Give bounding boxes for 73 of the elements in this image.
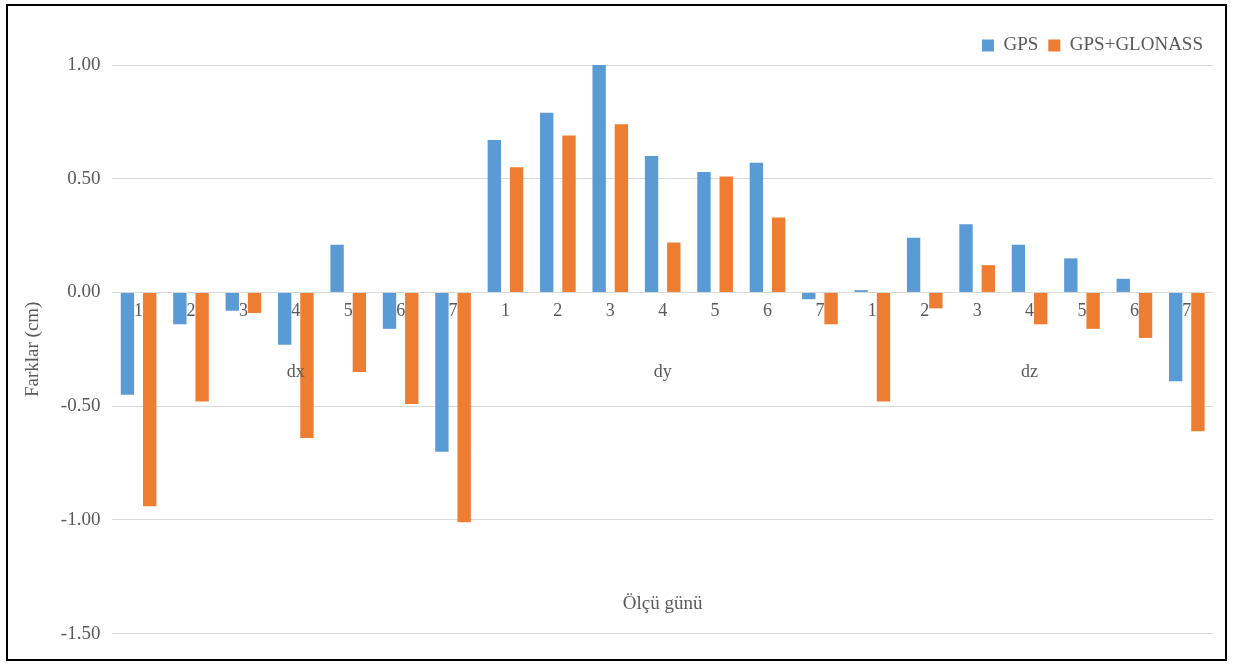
bar <box>1191 292 1205 432</box>
x-tick-label: 1 <box>867 299 877 320</box>
bar <box>278 292 292 345</box>
bar <box>330 244 344 292</box>
bar <box>749 162 764 292</box>
x-tick-label: 7 <box>448 299 458 320</box>
bar <box>667 242 681 292</box>
bar <box>143 292 157 507</box>
bar <box>824 292 838 325</box>
bar <box>906 237 921 292</box>
bar <box>959 224 973 292</box>
x-tick-label: 2 <box>553 299 563 320</box>
x-tick-label: 5 <box>710 299 720 320</box>
x-tick-label: 5 <box>343 299 353 320</box>
y-tick-label: 0.50 <box>67 166 101 188</box>
bar <box>1064 258 1078 292</box>
x-tick-label: 2 <box>186 299 196 320</box>
bar <box>592 65 606 292</box>
x-tick-label: 3 <box>238 299 248 320</box>
y-tick-label: -1.00 <box>60 507 101 529</box>
x-tick-label: 7 <box>815 299 825 320</box>
bar <box>1034 292 1048 325</box>
y-axis-title: Farklar (cm) <box>21 301 44 398</box>
x-tick-label: 3 <box>605 299 615 320</box>
bar <box>195 292 209 402</box>
legend-label: GPS <box>1003 33 1039 55</box>
bar <box>562 135 576 292</box>
x-tick-label: 6 <box>1129 299 1139 320</box>
y-tick-label: 1.00 <box>67 52 101 74</box>
bar <box>405 292 419 404</box>
bar <box>1168 292 1183 382</box>
bar <box>771 217 786 292</box>
bar <box>120 292 135 395</box>
bar <box>247 292 262 313</box>
x-tick-label: 6 <box>396 299 406 320</box>
x-tick-label: 4 <box>291 299 301 320</box>
bar <box>352 292 367 373</box>
bar <box>697 171 711 292</box>
bar <box>435 292 449 452</box>
x-tick-label: 3 <box>972 299 982 320</box>
x-tick-label: 2 <box>920 299 930 320</box>
bar <box>509 167 524 292</box>
bar <box>981 265 995 292</box>
y-tick-label: -0.50 <box>60 394 101 416</box>
bar <box>1138 292 1153 338</box>
x-tick-label: 1 <box>500 299 510 320</box>
x-axis-title: Ölçü günü <box>622 591 704 613</box>
bar <box>719 176 733 292</box>
bar <box>173 292 187 325</box>
x-tick-label: 4 <box>1025 299 1035 320</box>
bar <box>382 292 397 329</box>
annotation: dy <box>653 361 672 382</box>
bar <box>876 292 891 402</box>
bar <box>1086 292 1100 329</box>
x-tick-label: 1 <box>134 299 144 320</box>
bar <box>1011 244 1026 292</box>
bar <box>644 155 659 292</box>
y-tick-label: -1.50 <box>60 621 101 643</box>
x-tick-label: 5 <box>1077 299 1087 320</box>
x-tick-label: 6 <box>763 299 773 320</box>
bar <box>540 112 554 292</box>
bar <box>614 124 629 292</box>
x-tick-label: 7 <box>1182 299 1192 320</box>
bar <box>929 292 943 309</box>
annotation: dz <box>1021 361 1039 382</box>
bar <box>457 292 471 523</box>
legend-label: GPS+GLONASS <box>1069 33 1204 55</box>
bar <box>1116 278 1130 292</box>
y-tick-label: 0.00 <box>67 280 101 302</box>
bar <box>487 140 501 292</box>
bar <box>802 292 816 300</box>
x-tick-label: 4 <box>658 299 668 320</box>
bar <box>225 292 239 311</box>
